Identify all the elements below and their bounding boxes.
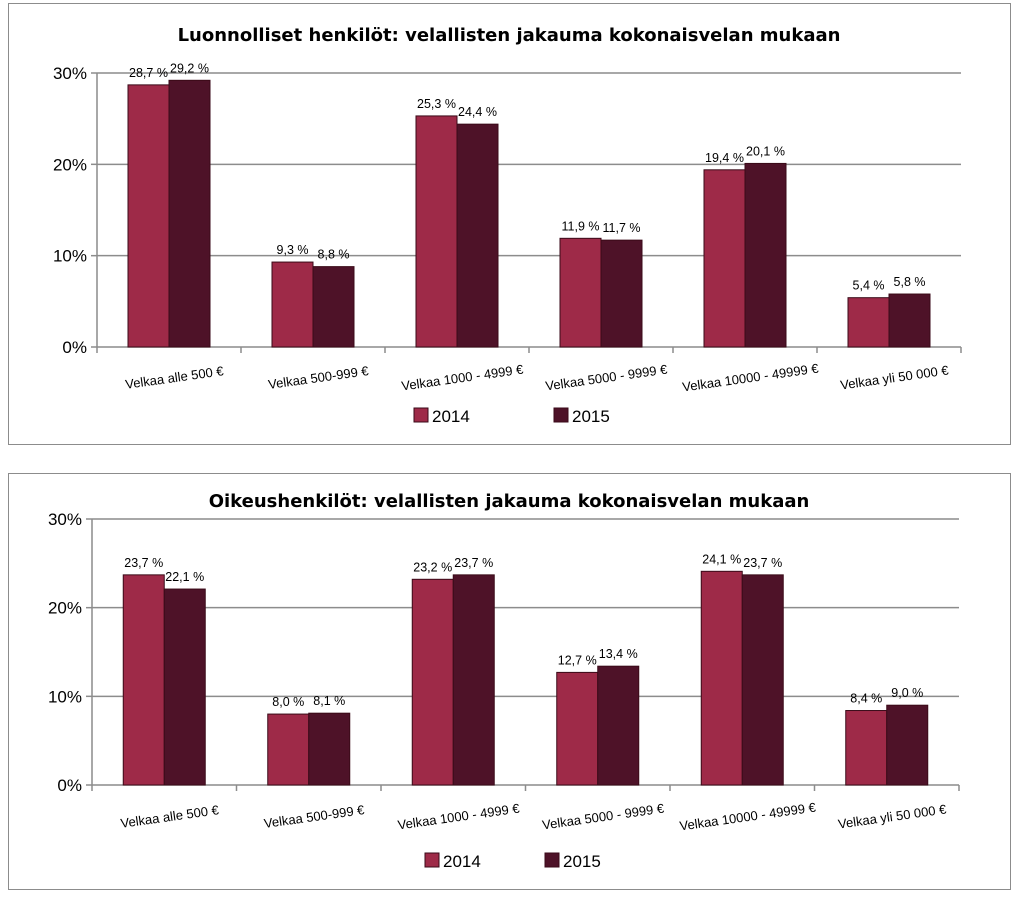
- data-label-2015: 29,2 %: [170, 61, 209, 75]
- bar-2014: [847, 297, 890, 348]
- x-tick-label: Velkaa alle 500 €: [120, 802, 221, 831]
- bar-2015: [886, 704, 929, 786]
- y-tick-label: 20%: [48, 599, 82, 618]
- bar-2015: [308, 712, 351, 786]
- chart-panel-luonnolliset: Luonnolliset henkilöt: velallisten jakau…: [8, 3, 1011, 445]
- y-tick-label: 20%: [53, 155, 87, 174]
- bar-2015: [597, 665, 640, 786]
- x-tick-label: Velkaa 5000 - 9999 €: [541, 800, 666, 832]
- chart-oikeushenkilot: Oikeushenkilöt: velallisten jakauma koko…: [48, 491, 960, 871]
- x-tick-label: Velkaa 500-999 €: [267, 363, 370, 392]
- data-label-2015: 5,8 %: [894, 275, 926, 289]
- data-label-2014: 24,1 %: [702, 552, 741, 566]
- data-label-2015: 8,1 %: [313, 694, 345, 708]
- data-label-2015: 24,4 %: [458, 105, 497, 119]
- y-tick-label: 0%: [62, 338, 87, 357]
- legend-label-2014: 2014: [432, 407, 470, 426]
- y-tick-label: 10%: [48, 687, 82, 706]
- bar-2014: [415, 115, 458, 348]
- bar-2015: [452, 574, 495, 786]
- data-label-2015: 11,7 %: [603, 221, 641, 235]
- x-tick-label: Velkaa yli 50 000 €: [839, 362, 950, 392]
- y-tick-label: 30%: [48, 510, 82, 529]
- bar-2015: [744, 162, 787, 348]
- data-label-2014: 23,7 %: [124, 556, 163, 570]
- bar-2015: [163, 588, 206, 786]
- bar-2014: [271, 261, 314, 348]
- x-tick-label: Velkaa 5000 - 9999 €: [544, 361, 669, 393]
- bar-2015: [456, 123, 499, 348]
- bar-2014: [703, 169, 746, 348]
- legend-swatch-2015: [553, 407, 569, 423]
- bar-2014: [845, 710, 888, 786]
- bar-2015: [741, 574, 784, 786]
- legend-swatch-2015: [544, 852, 560, 868]
- data-label-2015: 9,0 %: [891, 686, 923, 700]
- legend-label-2014: 2014: [443, 852, 481, 871]
- x-tick-label: Velkaa alle 500 €: [124, 363, 225, 392]
- data-label-2014: 19,4 %: [705, 151, 744, 165]
- chart-title: Luonnolliset henkilöt: velallisten jakau…: [178, 25, 841, 46]
- bar-2014: [122, 574, 165, 786]
- data-label-2015: 22,1 %: [165, 570, 204, 584]
- data-label-2015: 13,4 %: [599, 647, 638, 661]
- bar-2014: [556, 671, 599, 786]
- x-tick-label: Velkaa 1000 - 4999 €: [400, 361, 525, 393]
- data-label-2014: 12,7 %: [558, 653, 597, 667]
- data-label-2014: 28,7 %: [129, 66, 168, 80]
- legend-swatch-2014: [413, 407, 429, 423]
- data-label-2015: 20,1 %: [746, 144, 785, 158]
- chart-title: Oikeushenkilöt: velallisten jakauma koko…: [209, 491, 810, 512]
- data-label-2014: 5,4 %: [853, 279, 885, 293]
- y-tick-label: 0%: [57, 776, 82, 795]
- y-tick-label: 10%: [53, 247, 87, 266]
- x-tick-label: Velkaa 1000 - 4999 €: [397, 800, 522, 832]
- x-tick-label: Velkaa yli 50 000 €: [837, 801, 948, 831]
- data-label-2014: 25,3 %: [417, 97, 456, 111]
- bar-2014: [267, 713, 310, 786]
- data-label-2014: 9,3 %: [277, 243, 309, 257]
- data-label-2014: 8,4 %: [850, 692, 882, 706]
- legend-label-2015: 2015: [572, 407, 610, 426]
- y-tick-label: 30%: [53, 64, 87, 83]
- bar-2014: [700, 570, 743, 786]
- bar-2015: [312, 266, 355, 348]
- chart-luonnolliset: Luonnolliset henkilöt: velallisten jakau…: [53, 25, 962, 426]
- bar-2015: [168, 79, 211, 348]
- data-label-2014: 11,9 %: [562, 219, 600, 233]
- data-label-2014: 23,2 %: [413, 560, 452, 574]
- data-label-2015: 23,7 %: [743, 556, 782, 570]
- bar-2015: [888, 293, 931, 348]
- x-tick-label: Velkaa 10000 - 49999 €: [681, 360, 820, 394]
- chart-panel-oikeushenkilot: Oikeushenkilöt: velallisten jakauma koko…: [8, 473, 1011, 890]
- data-label-2015: 23,7 %: [454, 556, 493, 570]
- bar-2014: [411, 578, 454, 786]
- data-label-2014: 8,0 %: [272, 695, 304, 709]
- data-label-2015: 8,8 %: [318, 248, 350, 262]
- legend-label-2015: 2015: [563, 852, 601, 871]
- bar-2014: [559, 237, 602, 348]
- bar-2014: [127, 84, 170, 348]
- x-tick-label: Velkaa 500-999 €: [263, 802, 366, 831]
- x-tick-label: Velkaa 10000 - 49999 €: [679, 799, 818, 833]
- legend-swatch-2014: [424, 852, 440, 868]
- bar-2015: [600, 239, 643, 348]
